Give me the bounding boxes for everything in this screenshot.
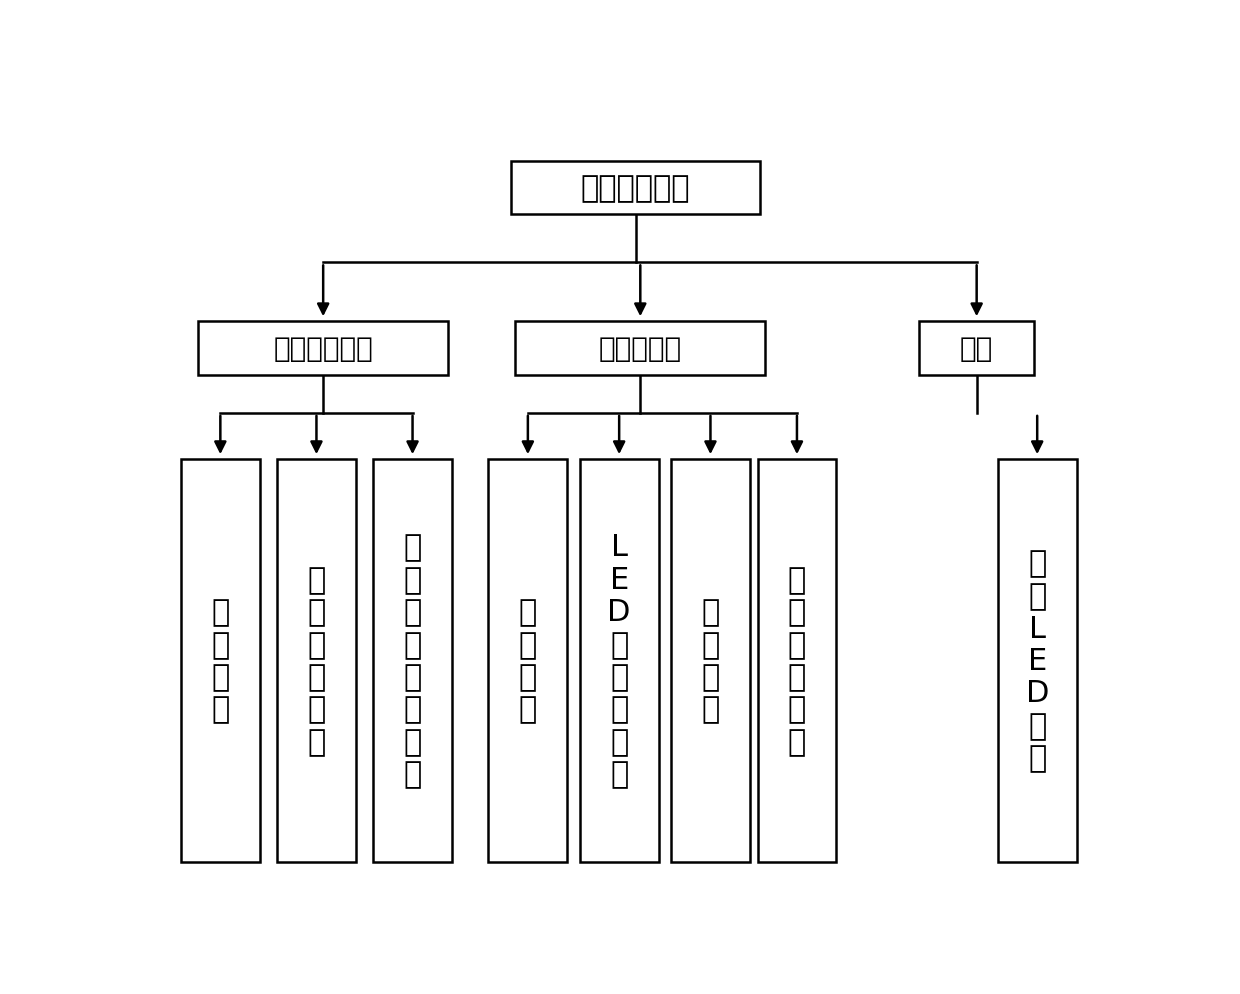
Bar: [277, 460, 356, 862]
Bar: [511, 161, 760, 215]
Text: 控
制
模
块: 控 制 模 块: [211, 597, 229, 724]
Text: 延迟测试设备: 延迟测试设备: [580, 174, 691, 203]
Bar: [198, 322, 448, 376]
Bar: [181, 460, 259, 862]
Bar: [919, 322, 1034, 376]
Bar: [516, 322, 765, 376]
Text: 靶板: 靶板: [960, 335, 993, 363]
Text: 电
源
模
块: 电 源 模 块: [518, 597, 537, 724]
Bar: [671, 460, 750, 862]
Text: 便携式计算机: 便携式计算机: [273, 335, 373, 363]
Text: 数
据
图
形
显
示
模
块: 数 据 图 形 显 示 模 块: [403, 533, 422, 788]
Text: 图
像
处
理
模
块: 图 像 处 理 模 块: [787, 566, 806, 756]
Text: 数
据
处
理
模
块: 数 据 处 理 模 块: [308, 566, 326, 756]
Bar: [758, 460, 836, 862]
Bar: [580, 460, 658, 862]
Text: 控制记录仪: 控制记录仪: [599, 335, 682, 363]
Text: 接
口
模
块: 接 口 模 块: [702, 597, 719, 724]
Bar: [489, 460, 567, 862]
Text: L
E
D
恒
流
源
模
块: L E D 恒 流 源 模 块: [608, 533, 631, 788]
Text: 红
外
L
E
D
阵
列: 红 外 L E D 阵 列: [1025, 549, 1049, 772]
Bar: [998, 460, 1076, 862]
Bar: [373, 460, 451, 862]
